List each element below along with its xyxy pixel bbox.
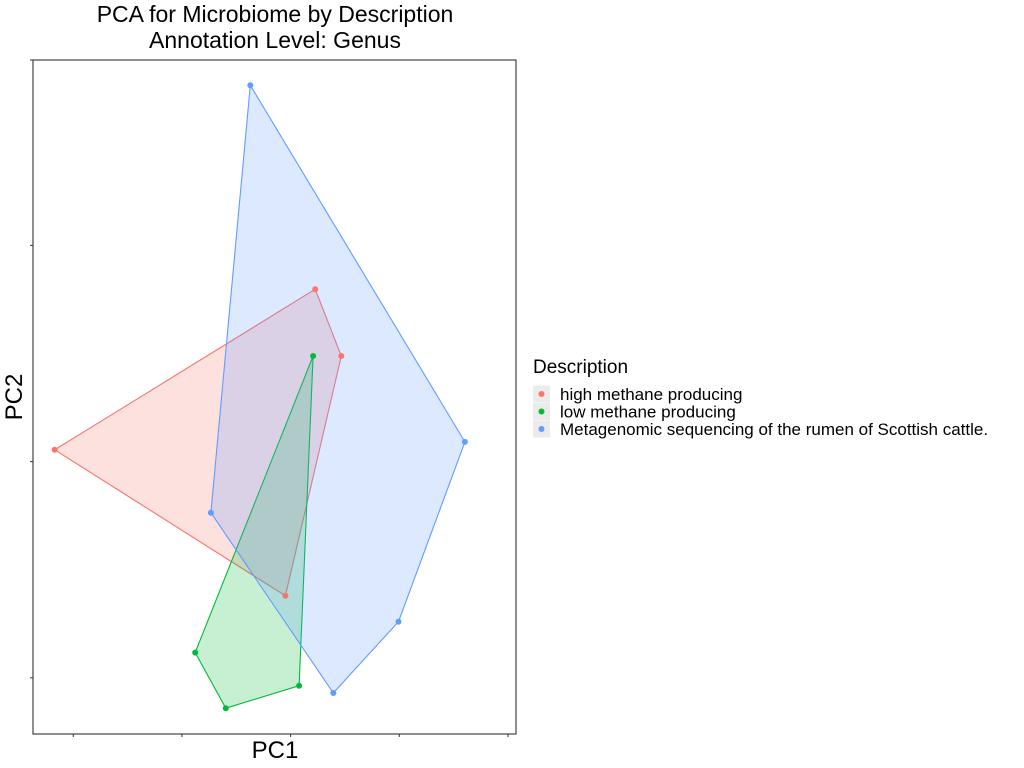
point-series-3-4 xyxy=(330,690,337,696)
axis-ticks xyxy=(30,59,509,737)
legend-key-1 xyxy=(538,391,545,397)
hull-series-3 xyxy=(210,83,466,694)
x-axis-label: PC1 xyxy=(252,737,299,764)
point-series-2-1 xyxy=(310,353,317,359)
point-series-1-4 xyxy=(282,592,289,599)
point-series-2-2 xyxy=(192,649,199,656)
legend-key-2 xyxy=(538,408,545,415)
point-series-2-4 xyxy=(296,682,303,689)
point-series-3-2 xyxy=(461,438,468,445)
legend-label-2: low methane producing xyxy=(560,403,736,422)
chart-title: PCA for Microbiome by Description xyxy=(97,1,454,27)
legend-label-1: high methane producing xyxy=(560,385,742,404)
point-series-3-5 xyxy=(207,509,214,516)
point-series-3-3 xyxy=(395,618,402,625)
point-series-3-1 xyxy=(247,82,254,89)
point-series-1-3 xyxy=(338,353,345,359)
point-series-1-1 xyxy=(51,446,58,453)
legend-title: Description xyxy=(533,357,628,378)
point-series-2-3 xyxy=(222,705,229,712)
legend-key-3 xyxy=(538,426,545,432)
y-axis-label: PC2 xyxy=(1,374,28,421)
plot-panel-border xyxy=(32,59,517,735)
plot-area xyxy=(51,82,468,712)
chart-subtitle: Annotation Level: Genus xyxy=(149,27,401,53)
point-series-1-2 xyxy=(312,286,319,293)
legend-label-3: Metagenomic sequencing of the rumen of S… xyxy=(560,420,988,439)
